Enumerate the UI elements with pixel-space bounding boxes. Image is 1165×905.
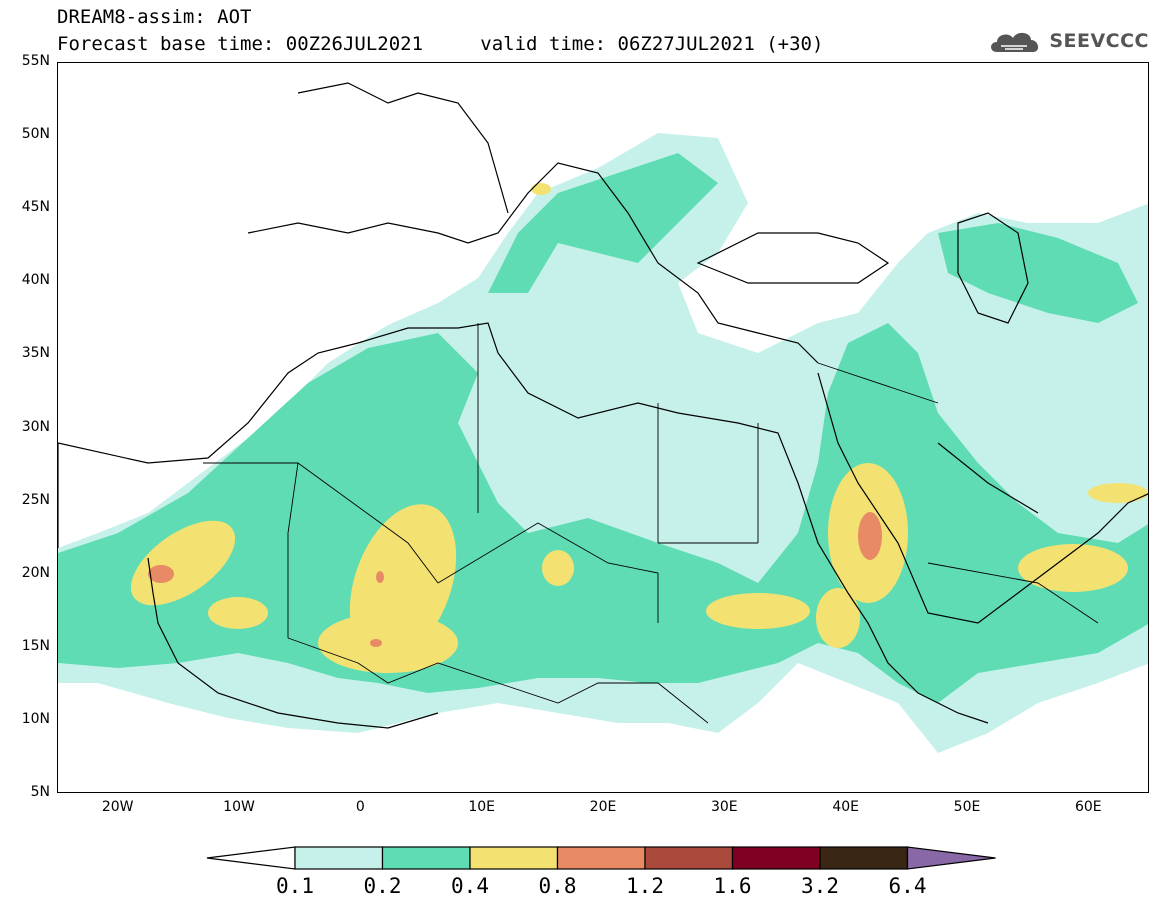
lat-label: 50N <box>21 126 50 143</box>
aot-patch-yellow <box>706 593 810 629</box>
aot-patch-yellow <box>1088 483 1148 503</box>
valid-time-label: valid time: 06Z27JUL2021 (+30) <box>480 33 824 55</box>
brand-logo: SEEVCCC <box>987 26 1149 56</box>
colorbar-threshold-label: 3.2 <box>801 874 839 898</box>
lat-label: 10N <box>21 710 50 727</box>
base-time-label: Forecast base time: 00Z26JUL2021 <box>57 33 424 55</box>
lat-label: 5N <box>30 784 50 800</box>
colorbar-cell <box>381 846 471 870</box>
lat-label: 40N <box>21 272 50 289</box>
coastline-west-africa <box>58 443 439 729</box>
aot-patch-orange <box>858 512 882 560</box>
colorbar-cell <box>644 846 734 870</box>
colorbar-threshold-label: 0.4 <box>451 874 489 898</box>
aot-colorbar <box>206 846 996 870</box>
aot-patch-yellow <box>318 613 458 673</box>
colorbar-cell <box>819 846 909 870</box>
colorbar-threshold-label: 0.2 <box>363 874 402 898</box>
lon-label: 20E <box>589 799 617 815</box>
aot-patch-yellow <box>816 588 860 648</box>
coastlines-and-borders <box>58 82 1148 729</box>
colorbar-cell <box>469 846 559 870</box>
lon-label: 20W <box>101 799 134 815</box>
aot-patch-yellow <box>130 520 236 606</box>
lat-label: 35N <box>21 345 50 362</box>
lat-label: 30N <box>21 418 50 435</box>
aot-map-canvas <box>58 82 1148 753</box>
lat-label: 55N <box>21 53 50 69</box>
forecast-times: Forecast base time: 00Z26JUL2021 valid t… <box>57 33 823 55</box>
lat-label: 45N <box>21 199 50 216</box>
aot-patch-yellow <box>542 550 574 586</box>
aot-patch-yellow <box>1018 544 1128 592</box>
aot-patch-orange <box>148 565 174 583</box>
cloud-icon <box>991 32 1039 52</box>
lon-label: 40E <box>832 799 859 815</box>
map-title: DREAM8-assim: AOT <box>57 6 252 28</box>
coastline-arabia <box>817 372 1148 624</box>
lon-label: 10E <box>468 799 495 815</box>
colorbar-threshold-label: 0.1 <box>276 874 314 898</box>
aot-patch-orange <box>376 571 384 583</box>
aot-band-green-europe <box>488 153 718 293</box>
aot-field <box>58 133 1148 753</box>
brand-name: SEEVCCC <box>1049 30 1149 52</box>
lat-label: 15N <box>21 637 50 654</box>
colorbar-cell <box>731 846 821 870</box>
colorbar-threshold-label: 6.4 <box>888 874 927 898</box>
lon-label: 50E <box>953 799 981 815</box>
lat-label: 20N <box>21 564 50 581</box>
colorbar-over-triangle <box>906 846 996 870</box>
colorbar-threshold-label: 1.6 <box>713 874 752 898</box>
aot-band-green-caspian <box>938 223 1138 323</box>
colorbar-cell <box>294 846 384 870</box>
aot-patch-yellow <box>531 183 551 195</box>
coastline-black-sea <box>696 232 890 284</box>
coastline-north-africa <box>58 322 989 724</box>
lat-label: 25N <box>21 491 50 508</box>
colorbar-threshold-label: 1.2 <box>626 874 664 898</box>
coastline-europe <box>247 82 819 364</box>
coastline-caspian <box>957 212 1029 324</box>
aot-band-green <box>58 323 1148 703</box>
border-lines <box>203 323 1099 724</box>
lon-label: 30E <box>710 799 738 815</box>
colorbar-cell <box>556 846 646 870</box>
aot-patch-yellow <box>208 597 268 629</box>
lon-label: 10W <box>223 799 255 815</box>
colorbar-under-triangle <box>206 846 296 870</box>
lon-label: 60E <box>1074 799 1102 815</box>
aot-patch-orange <box>370 639 382 647</box>
aot-map <box>57 62 1149 793</box>
colorbar-threshold-label: 0.8 <box>538 874 577 898</box>
lon-label: 0 <box>355 799 365 815</box>
